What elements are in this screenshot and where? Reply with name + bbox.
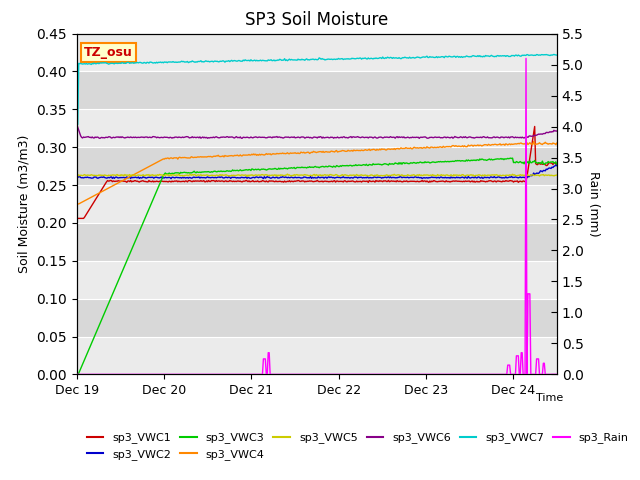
sp3_VWC5 bbox=[468, 172, 476, 178]
sp3_VWC3 bbox=[73, 371, 81, 376]
Title: SP3 Soil Moisture: SP3 Soil Moisture bbox=[245, 11, 388, 29]
sp3_Rain bbox=[301, 372, 308, 377]
Y-axis label: Soil Moisture (m3/m3): Soil Moisture (m3/m3) bbox=[18, 135, 31, 273]
sp3_VWC6 bbox=[542, 130, 550, 135]
sp3_VWC6 bbox=[305, 134, 312, 140]
sp3_Rain bbox=[542, 372, 550, 377]
sp3_VWC4 bbox=[542, 141, 550, 146]
sp3_VWC7 bbox=[73, 121, 81, 127]
sp3_VWC4 bbox=[304, 149, 312, 155]
sp3_VWC7 bbox=[550, 51, 557, 57]
sp3_VWC4 bbox=[333, 148, 340, 154]
sp3_VWC5 bbox=[284, 171, 291, 177]
sp3_VWC7 bbox=[301, 58, 308, 63]
sp3_VWC5 bbox=[73, 172, 81, 178]
Line: sp3_VWC4: sp3_VWC4 bbox=[77, 142, 557, 204]
Line: sp3_VWC3: sp3_VWC3 bbox=[77, 158, 557, 373]
sp3_VWC7 bbox=[467, 54, 474, 60]
sp3_VWC2 bbox=[467, 175, 475, 180]
sp3_VWC1 bbox=[542, 163, 550, 168]
sp3_VWC5 bbox=[243, 174, 251, 180]
sp3_Rain bbox=[73, 372, 81, 377]
Y-axis label: Rain (mm): Rain (mm) bbox=[588, 171, 600, 237]
sp3_VWC6 bbox=[333, 134, 341, 140]
Line: sp3_VWC6: sp3_VWC6 bbox=[77, 124, 557, 138]
Line: sp3_VWC5: sp3_VWC5 bbox=[77, 174, 557, 177]
sp3_VWC6 bbox=[73, 121, 81, 127]
sp3_VWC4 bbox=[467, 143, 474, 149]
sp3_VWC2 bbox=[333, 174, 341, 180]
Bar bbox=[77, 299, 557, 336]
Line: sp3_VWC2: sp3_VWC2 bbox=[77, 165, 557, 179]
sp3_VWC4 bbox=[530, 139, 538, 144]
sp3_VWC3 bbox=[301, 165, 308, 170]
sp3_VWC2 bbox=[542, 166, 550, 172]
sp3_VWC6 bbox=[96, 135, 104, 141]
sp3_VWC7 bbox=[541, 52, 549, 58]
sp3_VWC3 bbox=[507, 155, 515, 161]
sp3_VWC7 bbox=[333, 56, 340, 62]
sp3_VWC5 bbox=[543, 172, 551, 178]
sp3_Rain bbox=[467, 372, 474, 377]
sp3_VWC1 bbox=[531, 123, 538, 129]
sp3_VWC4 bbox=[301, 150, 308, 156]
sp3_VWC6 bbox=[302, 135, 310, 141]
sp3_VWC3 bbox=[467, 158, 474, 164]
sp3_VWC1 bbox=[304, 178, 312, 184]
sp3_VWC2 bbox=[167, 176, 175, 181]
sp3_VWC5 bbox=[553, 172, 561, 178]
sp3_VWC1 bbox=[73, 216, 81, 221]
sp3_VWC4 bbox=[358, 147, 366, 153]
Bar bbox=[77, 72, 557, 109]
sp3_VWC2 bbox=[305, 175, 312, 180]
sp3_Rain bbox=[333, 372, 340, 377]
sp3_VWC2 bbox=[73, 175, 81, 180]
Line: sp3_VWC7: sp3_VWC7 bbox=[77, 54, 557, 124]
sp3_VWC5 bbox=[335, 173, 342, 179]
sp3_VWC3 bbox=[333, 163, 340, 168]
Legend: sp3_VWC1, sp3_VWC2, sp3_VWC3, sp3_VWC4, sp3_VWC5, sp3_VWC6, sp3_VWC7, sp3_Rain: sp3_VWC1, sp3_VWC2, sp3_VWC3, sp3_VWC4, … bbox=[83, 428, 633, 464]
sp3_VWC2 bbox=[553, 163, 561, 168]
sp3_VWC7 bbox=[358, 56, 366, 61]
sp3_VWC1 bbox=[553, 162, 561, 168]
Bar bbox=[77, 223, 557, 261]
sp3_VWC3 bbox=[542, 160, 550, 166]
sp3_Rain bbox=[522, 56, 530, 61]
sp3_VWC4 bbox=[73, 201, 81, 207]
sp3_Rain bbox=[553, 372, 561, 377]
Text: Time: Time bbox=[536, 393, 563, 403]
sp3_VWC1 bbox=[358, 179, 366, 184]
sp3_VWC1 bbox=[333, 178, 340, 184]
sp3_VWC2 bbox=[302, 174, 310, 180]
sp3_VWC3 bbox=[553, 161, 561, 167]
sp3_VWC4 bbox=[553, 140, 561, 146]
Line: sp3_Rain: sp3_Rain bbox=[77, 59, 557, 374]
sp3_VWC1 bbox=[301, 179, 308, 185]
sp3_VWC6 bbox=[553, 128, 561, 134]
sp3_VWC2 bbox=[552, 162, 559, 168]
sp3_VWC3 bbox=[358, 162, 366, 168]
Text: TZ_osu: TZ_osu bbox=[84, 46, 132, 59]
sp3_VWC6 bbox=[360, 134, 367, 140]
sp3_VWC7 bbox=[304, 57, 312, 63]
sp3_VWC5 bbox=[306, 173, 314, 179]
sp3_VWC6 bbox=[467, 134, 475, 140]
sp3_VWC5 bbox=[303, 172, 310, 178]
sp3_Rain bbox=[358, 372, 366, 377]
sp3_VWC3 bbox=[304, 164, 312, 170]
sp3_VWC2 bbox=[360, 175, 367, 180]
sp3_VWC5 bbox=[360, 172, 368, 178]
sp3_VWC1 bbox=[467, 179, 474, 185]
sp3_VWC7 bbox=[553, 52, 561, 58]
Bar bbox=[77, 147, 557, 185]
sp3_Rain bbox=[304, 372, 312, 377]
Line: sp3_VWC1: sp3_VWC1 bbox=[77, 126, 557, 218]
